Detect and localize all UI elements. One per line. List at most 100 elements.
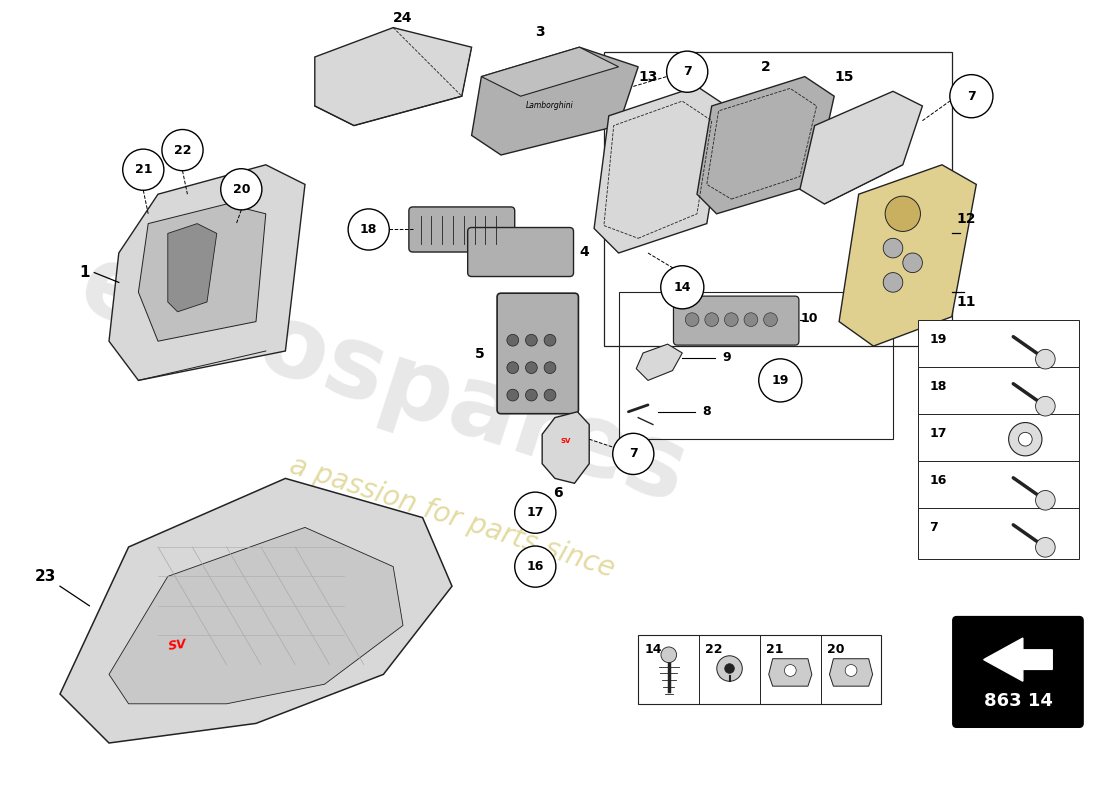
Circle shape [685, 313, 698, 326]
Text: a passion for parts since: a passion for parts since [286, 452, 618, 583]
FancyBboxPatch shape [917, 414, 1079, 465]
Text: 16: 16 [930, 474, 947, 487]
Circle shape [744, 313, 758, 326]
Circle shape [763, 313, 778, 326]
Circle shape [507, 390, 518, 401]
Text: 15: 15 [834, 70, 854, 84]
Text: 1: 1 [79, 265, 90, 280]
Circle shape [544, 334, 556, 346]
Text: 18: 18 [360, 223, 377, 236]
Text: 7: 7 [967, 90, 976, 102]
Text: 14: 14 [645, 643, 662, 656]
Circle shape [123, 149, 164, 190]
Text: 11: 11 [957, 295, 977, 309]
Circle shape [1035, 397, 1055, 416]
FancyBboxPatch shape [673, 296, 799, 345]
FancyBboxPatch shape [953, 617, 1084, 727]
Circle shape [544, 390, 556, 401]
Circle shape [1035, 490, 1055, 510]
Text: 12: 12 [957, 212, 977, 226]
Polygon shape [594, 86, 726, 253]
FancyBboxPatch shape [468, 227, 573, 277]
Circle shape [784, 665, 796, 676]
Circle shape [845, 665, 857, 676]
Polygon shape [800, 91, 923, 204]
Text: 20: 20 [826, 643, 844, 656]
Polygon shape [109, 527, 403, 704]
FancyBboxPatch shape [638, 635, 881, 704]
Circle shape [1035, 538, 1055, 557]
Circle shape [883, 238, 903, 258]
Text: SV: SV [167, 638, 188, 653]
Circle shape [507, 362, 518, 374]
Text: 2: 2 [761, 60, 770, 74]
Text: 13: 13 [638, 70, 658, 84]
Text: 9: 9 [722, 351, 730, 364]
Polygon shape [139, 204, 266, 341]
Circle shape [886, 196, 921, 231]
Text: eurospares: eurospares [68, 237, 698, 524]
Text: 17: 17 [930, 427, 947, 440]
Circle shape [526, 334, 537, 346]
Circle shape [507, 334, 518, 346]
Polygon shape [109, 165, 305, 380]
Text: 23: 23 [34, 569, 56, 584]
Text: 3: 3 [536, 26, 544, 39]
Text: 8: 8 [703, 406, 711, 418]
Polygon shape [168, 223, 217, 312]
Circle shape [661, 647, 676, 662]
Text: 22: 22 [174, 144, 191, 157]
Polygon shape [769, 658, 812, 686]
Circle shape [348, 209, 389, 250]
Polygon shape [542, 412, 590, 483]
Text: 10: 10 [801, 312, 818, 325]
Text: 17: 17 [527, 506, 544, 519]
Circle shape [1035, 350, 1055, 369]
Circle shape [544, 362, 556, 374]
Circle shape [515, 546, 556, 587]
Text: 19: 19 [930, 333, 947, 346]
FancyBboxPatch shape [917, 366, 1079, 418]
Circle shape [221, 169, 262, 210]
Text: 16: 16 [527, 560, 544, 573]
Circle shape [725, 664, 735, 674]
Circle shape [705, 313, 718, 326]
Text: 7: 7 [629, 447, 638, 460]
Text: 863 14: 863 14 [983, 692, 1053, 710]
Circle shape [903, 253, 923, 273]
Polygon shape [829, 658, 872, 686]
Circle shape [515, 492, 556, 534]
Polygon shape [482, 47, 618, 96]
Text: Lamborghini: Lamborghini [526, 102, 574, 110]
FancyBboxPatch shape [409, 207, 515, 252]
Circle shape [725, 313, 738, 326]
Polygon shape [839, 165, 977, 346]
Text: 19: 19 [771, 374, 789, 387]
Circle shape [661, 266, 704, 309]
Text: 20: 20 [232, 182, 250, 196]
FancyBboxPatch shape [917, 508, 1079, 558]
FancyBboxPatch shape [917, 320, 1079, 370]
Circle shape [759, 359, 802, 402]
Text: 22: 22 [705, 643, 723, 656]
Circle shape [162, 130, 204, 170]
Polygon shape [472, 47, 638, 155]
Circle shape [667, 51, 707, 92]
Text: 24: 24 [394, 10, 412, 25]
Text: 7: 7 [930, 521, 938, 534]
Polygon shape [697, 77, 834, 214]
Text: 21: 21 [766, 643, 783, 656]
Text: 5: 5 [474, 347, 484, 361]
Text: 7: 7 [683, 66, 692, 78]
Circle shape [949, 74, 993, 118]
Circle shape [1009, 422, 1042, 456]
Text: 6: 6 [553, 486, 563, 500]
Polygon shape [636, 344, 682, 380]
Text: 14: 14 [673, 281, 691, 294]
Text: 4: 4 [580, 245, 590, 259]
Polygon shape [60, 478, 452, 743]
Polygon shape [315, 27, 472, 126]
Text: 18: 18 [930, 380, 947, 393]
Circle shape [1019, 432, 1032, 446]
Circle shape [717, 656, 743, 682]
